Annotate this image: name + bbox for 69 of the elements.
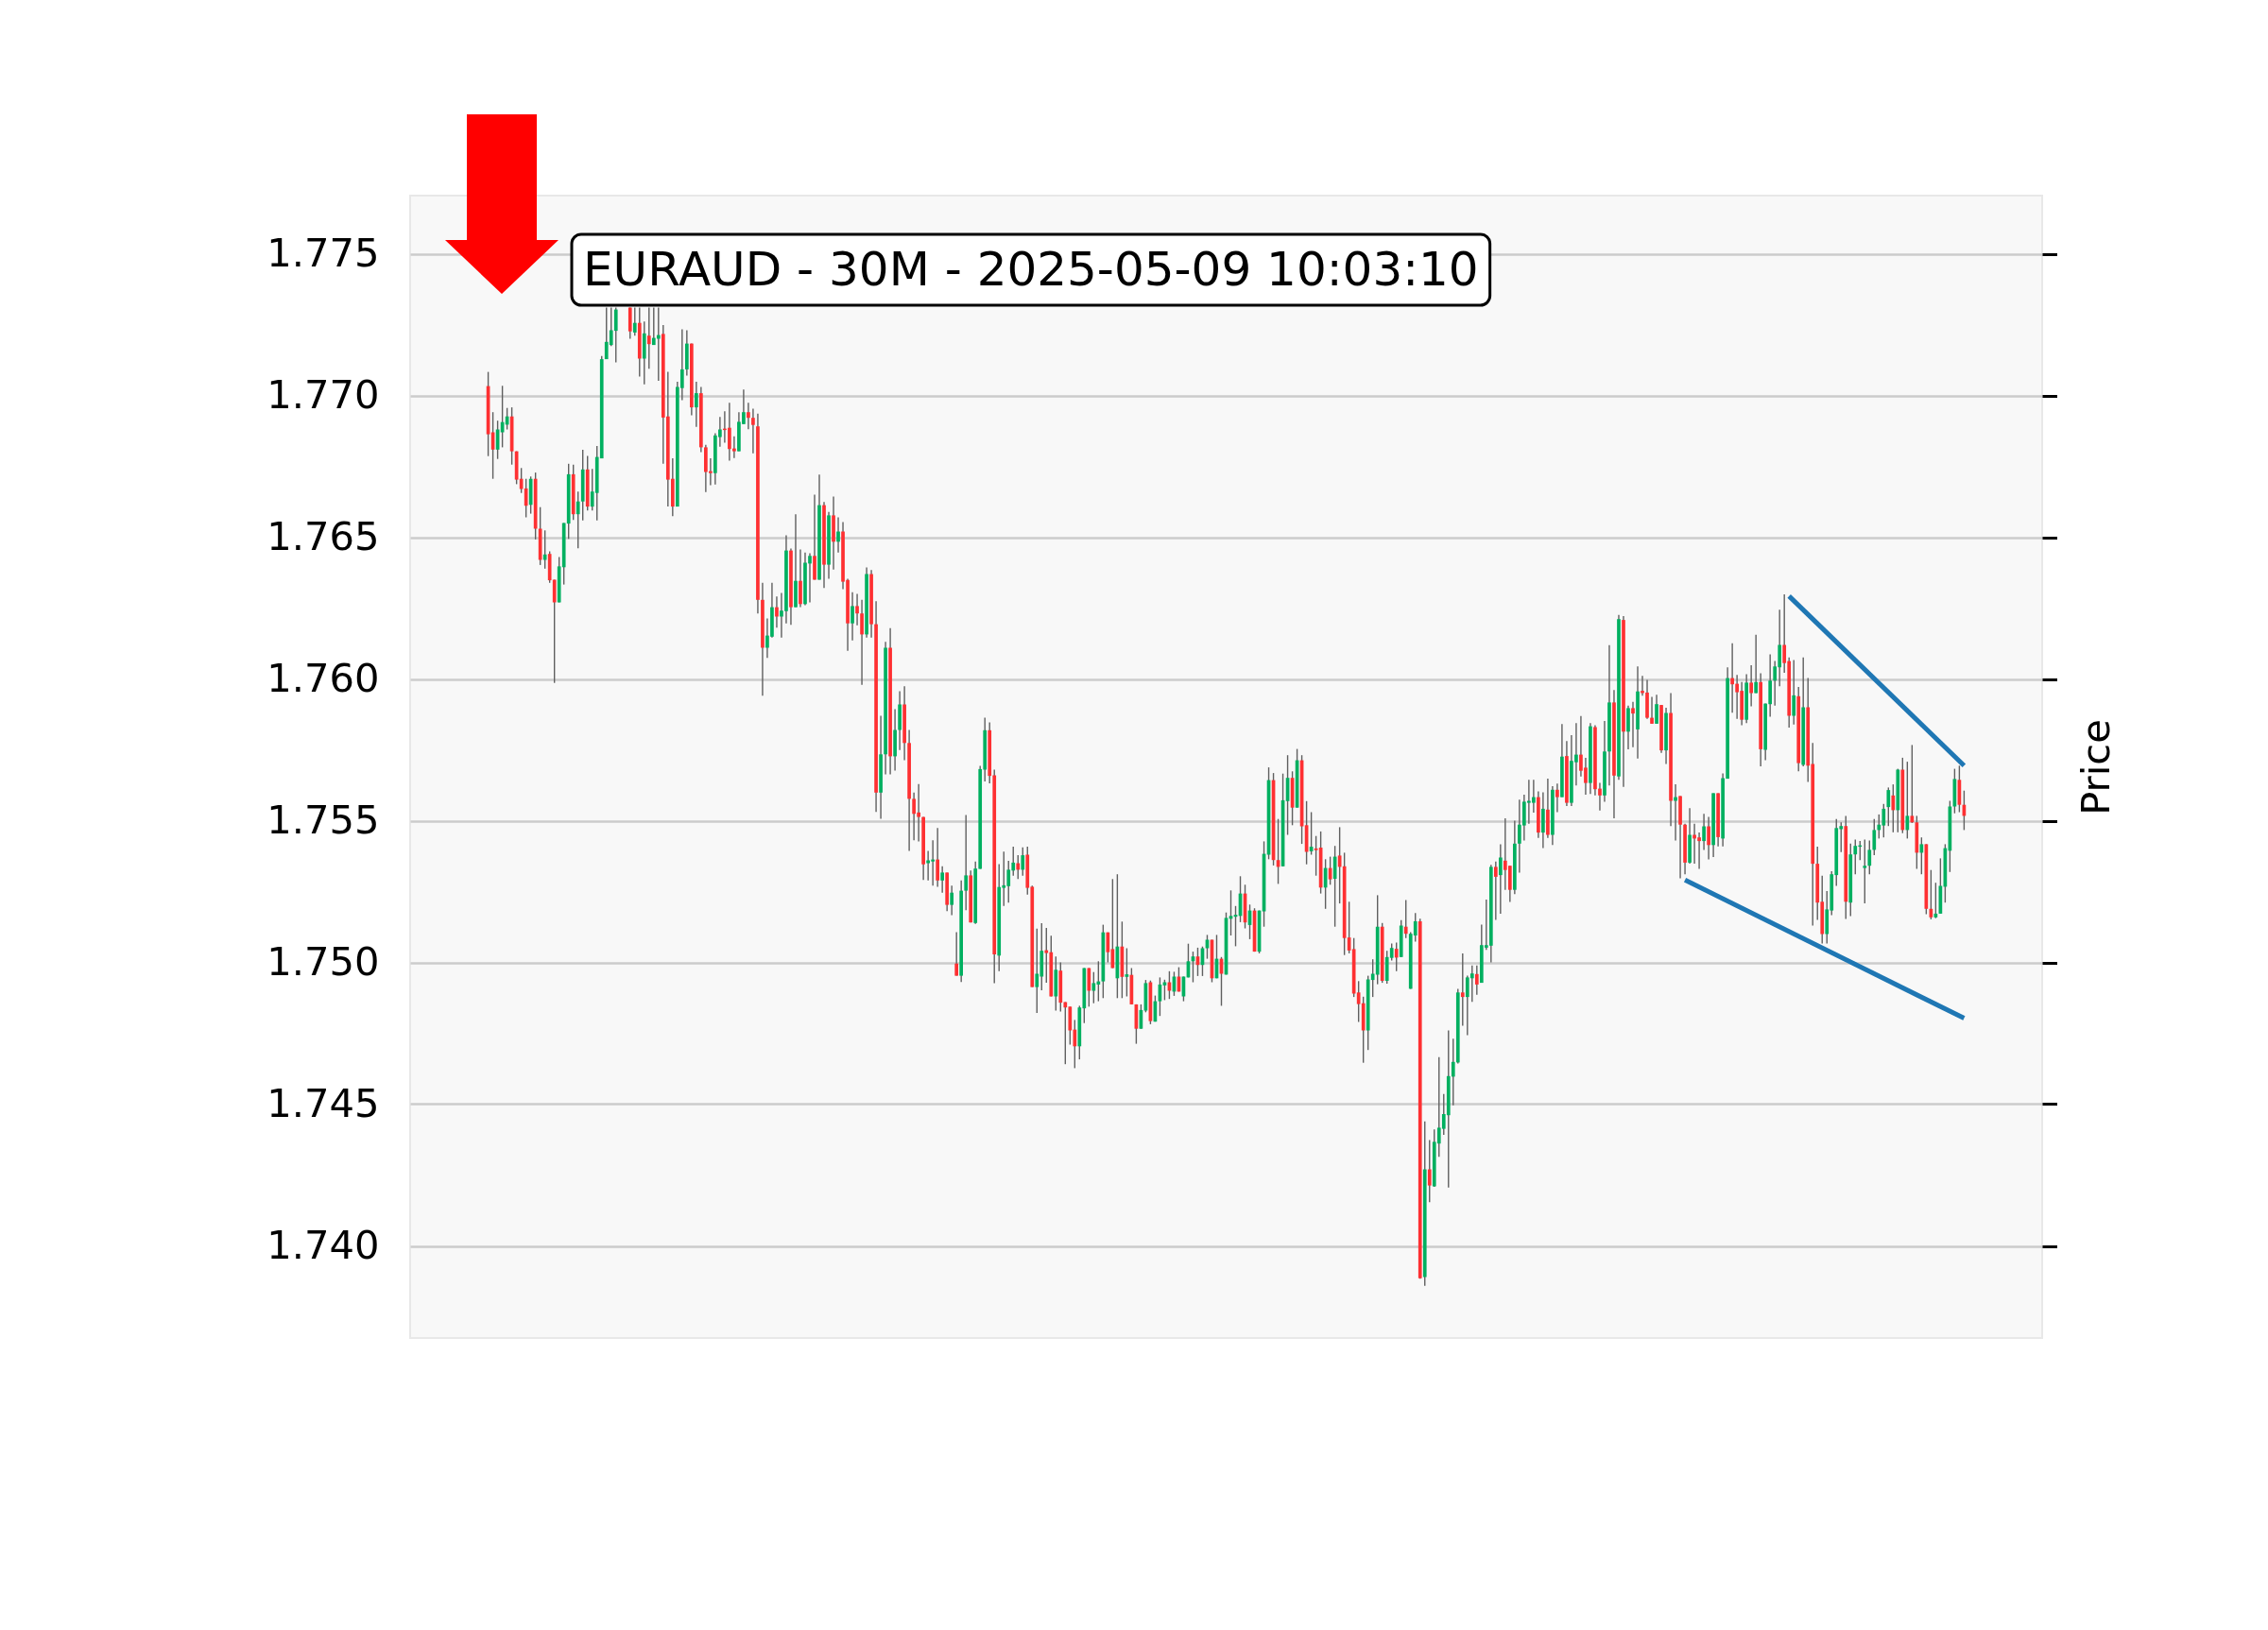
candlestick — [576, 490, 580, 549]
candlestick — [732, 436, 736, 459]
candlestick — [613, 306, 618, 364]
candlestick — [1370, 958, 1375, 998]
candlestick — [1394, 941, 1399, 972]
candlestick — [1469, 965, 1474, 1003]
candlestick — [1087, 967, 1091, 1007]
text: EURAUD - 30M - 2025-05-09 10:03:10 — [583, 241, 1479, 297]
candlestick — [1792, 659, 1796, 726]
candlestick — [1555, 782, 1559, 814]
candlestick — [775, 595, 779, 628]
candlestick — [850, 592, 854, 642]
candlestick — [751, 407, 755, 455]
candlestick — [950, 884, 954, 917]
candlestick — [1863, 838, 1867, 904]
y-tick-label: 1.775 — [266, 230, 380, 276]
candlestick — [1427, 1139, 1432, 1203]
candlestick — [747, 402, 750, 430]
candlestick — [954, 931, 959, 977]
candlestick — [656, 306, 661, 382]
candlestick — [1702, 813, 1706, 851]
candlestick — [1474, 965, 1479, 996]
candlestick — [1016, 854, 1021, 880]
candlestick — [1021, 847, 1025, 877]
candlestick — [1035, 928, 1040, 1014]
candlestick — [1063, 1001, 1068, 1065]
candlestick — [1125, 947, 1129, 998]
candlestick — [1872, 818, 1877, 856]
candlestick — [836, 516, 840, 554]
candlestick — [1867, 839, 1872, 875]
candlestick — [1403, 899, 1408, 939]
candlestick — [1655, 694, 1658, 725]
candlestick — [1091, 971, 1096, 1004]
candlestick — [860, 599, 864, 686]
y-tick-label: 1.770 — [266, 371, 380, 418]
candlestick — [1674, 783, 1677, 842]
candlestick — [552, 578, 557, 684]
candlestick — [936, 827, 939, 888]
candlestick — [1730, 643, 1734, 713]
candlestick — [1598, 781, 1602, 812]
candlestick — [964, 814, 969, 911]
y-axis-title: Price — [2071, 719, 2119, 815]
y-tick-label: 1.740 — [266, 1222, 380, 1268]
candlestick — [1910, 744, 1915, 824]
y-tick-label: 1.765 — [266, 513, 380, 559]
candlestick — [1853, 838, 1858, 875]
y-tick-label: 1.760 — [266, 655, 380, 701]
candlestick — [940, 866, 944, 894]
candlestick — [855, 592, 859, 626]
candlestick — [1707, 815, 1710, 861]
y-tick-label: 1.745 — [266, 1080, 380, 1126]
candlestick — [1498, 843, 1503, 915]
candlestick — [1891, 783, 1896, 833]
candlestick — [1631, 701, 1635, 748]
candlestick — [1460, 952, 1465, 1027]
candlestick — [646, 306, 651, 369]
candlestick — [1905, 761, 1910, 840]
candlestick — [632, 306, 637, 336]
candlestick — [695, 381, 698, 428]
candlestick — [1493, 861, 1498, 921]
y-tick-label: 1.755 — [266, 797, 380, 843]
candlestick — [1886, 786, 1891, 827]
candlestick — [1749, 664, 1753, 708]
candlestick — [542, 529, 547, 570]
candlestick — [808, 552, 812, 604]
candlestick — [1650, 695, 1654, 725]
candlestick — [1754, 634, 1758, 695]
y-tick-label: 1.750 — [266, 938, 380, 985]
candlestick — [1451, 1038, 1455, 1107]
